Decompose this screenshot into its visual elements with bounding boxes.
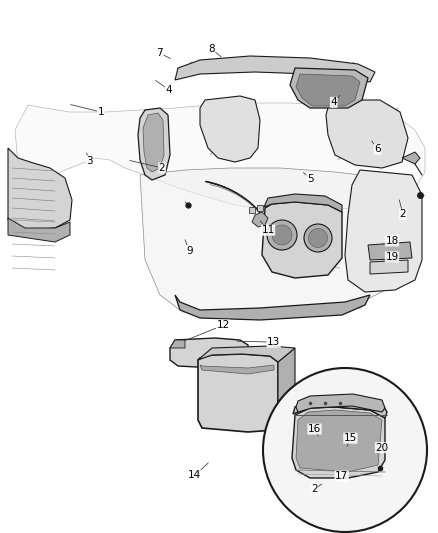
Text: 3: 3 bbox=[86, 156, 93, 166]
Polygon shape bbox=[278, 348, 295, 422]
Text: 12: 12 bbox=[217, 320, 230, 330]
Polygon shape bbox=[140, 168, 420, 315]
Text: 5: 5 bbox=[307, 174, 314, 183]
Polygon shape bbox=[249, 207, 255, 213]
Circle shape bbox=[267, 220, 297, 250]
Circle shape bbox=[304, 224, 332, 252]
Text: 9: 9 bbox=[186, 246, 193, 255]
Polygon shape bbox=[170, 340, 185, 348]
Text: 8: 8 bbox=[208, 44, 215, 54]
Polygon shape bbox=[264, 194, 342, 212]
Polygon shape bbox=[292, 407, 385, 478]
Text: 7: 7 bbox=[156, 49, 163, 58]
Polygon shape bbox=[370, 260, 408, 274]
Polygon shape bbox=[200, 96, 260, 162]
Text: 17: 17 bbox=[335, 471, 348, 481]
Polygon shape bbox=[262, 202, 342, 278]
Polygon shape bbox=[170, 338, 248, 368]
Text: 19: 19 bbox=[385, 252, 399, 262]
Polygon shape bbox=[143, 113, 164, 172]
Text: 15: 15 bbox=[344, 433, 357, 443]
Text: 20: 20 bbox=[375, 443, 389, 453]
Polygon shape bbox=[290, 68, 368, 108]
Text: 2: 2 bbox=[311, 484, 318, 494]
Text: 14: 14 bbox=[188, 471, 201, 480]
Text: 18: 18 bbox=[385, 236, 399, 246]
Polygon shape bbox=[326, 100, 408, 168]
Polygon shape bbox=[345, 170, 422, 292]
Text: 4: 4 bbox=[165, 85, 172, 94]
Polygon shape bbox=[296, 394, 385, 412]
Text: 4: 4 bbox=[330, 98, 337, 107]
Polygon shape bbox=[252, 212, 268, 227]
Polygon shape bbox=[198, 346, 295, 362]
Polygon shape bbox=[402, 152, 420, 164]
Polygon shape bbox=[8, 218, 70, 242]
Circle shape bbox=[272, 225, 292, 245]
Polygon shape bbox=[138, 108, 170, 180]
Polygon shape bbox=[175, 295, 370, 320]
Polygon shape bbox=[293, 398, 387, 418]
Polygon shape bbox=[368, 242, 412, 260]
Text: 2: 2 bbox=[399, 209, 406, 219]
Polygon shape bbox=[198, 354, 278, 432]
Circle shape bbox=[308, 229, 328, 247]
Text: 13: 13 bbox=[267, 337, 280, 347]
Polygon shape bbox=[257, 205, 263, 211]
Polygon shape bbox=[15, 103, 425, 210]
Text: 1: 1 bbox=[97, 107, 104, 117]
Polygon shape bbox=[296, 74, 360, 106]
Text: 16: 16 bbox=[308, 424, 321, 434]
Circle shape bbox=[263, 368, 427, 532]
Polygon shape bbox=[200, 365, 274, 374]
Polygon shape bbox=[296, 410, 382, 472]
Polygon shape bbox=[175, 56, 375, 82]
Text: 6: 6 bbox=[374, 144, 381, 154]
Text: 11: 11 bbox=[261, 225, 275, 235]
Polygon shape bbox=[8, 148, 72, 230]
Text: 2: 2 bbox=[159, 163, 166, 173]
